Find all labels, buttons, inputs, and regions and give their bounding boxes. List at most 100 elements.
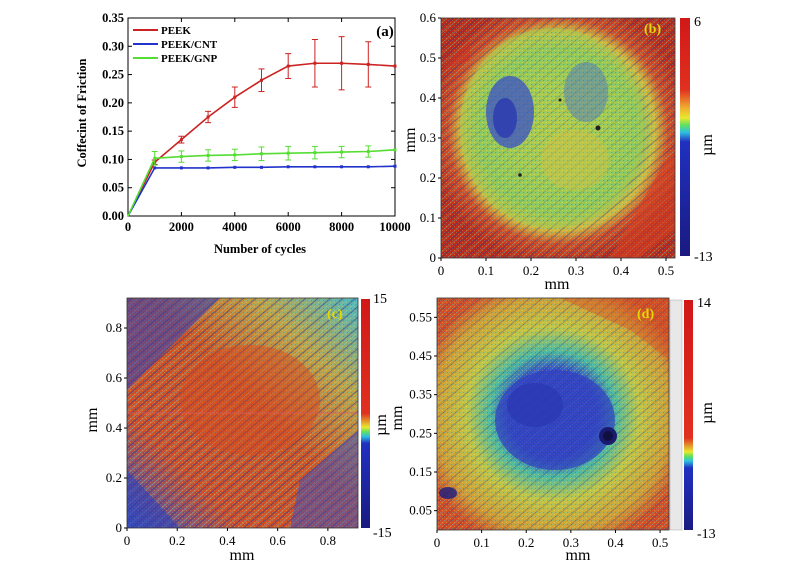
map-y-tick-label: 0.4: [420, 90, 437, 105]
data-point: [393, 164, 397, 168]
map-y-tick-label: 0: [430, 250, 437, 265]
panel-label-a: (a): [376, 24, 394, 40]
panel-label-d: (d): [637, 307, 654, 322]
data-point: [313, 151, 317, 155]
data-point: [179, 155, 183, 159]
x-tick-label: 4000: [222, 220, 247, 234]
surface-map-peek-gnp-ticks: 0 0.1 0.2 0.3 0.4 0.5 0.05 0.15 0.25 0.35 0.45 0.55: [409, 309, 668, 550]
friction-chart: 0 2000 4000 6000 8000 10000 0.00 0.05 0.10 0.15 0.…: [75, 11, 411, 256]
data-point: [153, 156, 157, 160]
panel-label-b: (b): [644, 22, 661, 37]
colorbar-d-label: µm: [699, 402, 716, 424]
y-tick-label: 0.30: [102, 39, 124, 53]
data-point: [393, 64, 397, 68]
legend-entry: PEEK/CNT: [161, 39, 218, 51]
map-x-tick-label: 0.1: [478, 263, 494, 278]
surface-map-peek-gnp-ylabel: mm: [389, 405, 406, 430]
colorbar-d: [684, 300, 693, 530]
surface-map-peek-gnp: 14 -13 µm (d) 0 0.1 0.2 0.3 0.4 0.5 0.05 0.15 0.…: [389, 296, 716, 564]
map-y-tick-label: 0.8: [106, 320, 122, 335]
x-tick-label: 2000: [169, 220, 194, 234]
friction-chart-legend: PEEK PEEK/CNT PEEK/GNP: [133, 25, 218, 65]
map-y-tick-label: 0.5: [420, 50, 436, 65]
data-point: [313, 61, 317, 65]
map-y-tick-label: 0.3: [420, 130, 436, 145]
map-y-tick-label: 0.6: [420, 10, 437, 25]
colorbar-b-min: -13: [694, 250, 713, 265]
colorbar-c: [361, 299, 370, 528]
map-y-tick-label: 0.45: [409, 348, 432, 363]
y-tick-label: 0.15: [102, 124, 124, 138]
colorbar-c-min: -15: [373, 526, 392, 541]
legend-entry: PEEK: [161, 25, 191, 37]
map-y-tick-label: 0.1: [420, 210, 436, 225]
data-point: [366, 165, 370, 169]
data-point: [233, 165, 237, 169]
surface-map-peek: 6 -13 µm (b) 0 0.1 0.2 0.3 0.4 0.500.10.20.30…: [402, 10, 716, 293]
colorbar-b-max: 6: [694, 15, 701, 30]
surface-map-peek-cnt-image: [127, 298, 358, 528]
series-line-peek-cnt: [127, 165, 396, 217]
map-x-tick-label: 0.4: [219, 533, 236, 548]
y-tick-label: 0.25: [102, 68, 124, 82]
map-y-tick-label: 0.2: [420, 170, 436, 185]
y-tick-label: 0.35: [102, 11, 124, 25]
x-tick-label: 6000: [276, 220, 301, 234]
map-y-tick-label: 0.15: [409, 464, 432, 479]
map-x-tick-label: 0: [434, 535, 441, 550]
map-x-tick-label: 0.2: [523, 263, 539, 278]
friction-chart-ylabel: Coffecint of Friction: [75, 58, 89, 167]
colorbar-c-max: 15: [373, 292, 387, 307]
colorbar-d-max: 14: [697, 296, 711, 311]
colorbar-d-min: -13: [697, 527, 716, 542]
surface-map-peek-xlabel: mm: [545, 276, 570, 293]
data-point: [393, 148, 397, 152]
map-x-tick-label: 0.6: [270, 533, 287, 548]
colorbar-c-label: µm: [373, 414, 390, 436]
data-point: [206, 153, 210, 157]
map-y-tick-label: 0.55: [409, 309, 432, 324]
surface-map-peek-gnp-xlabel: mm: [566, 547, 591, 564]
data-point: [233, 153, 237, 157]
map-y-tick-label: 0.2: [106, 470, 122, 485]
data-point: [340, 61, 344, 65]
map-x-tick-label: 0.5: [652, 535, 668, 550]
surface-map-peek-cnt-ticks: 0 0.2 0.4 0.6 0.8 0 0.2 0.4 0.6 0.8: [106, 320, 336, 548]
x-tick-label: 0: [125, 220, 131, 234]
x-tick-label: 10000: [379, 220, 410, 234]
data-point: [179, 166, 183, 170]
friction-chart-frame: [127, 17, 396, 217]
surface-map-peek-ticks: 0 0.1 0.2 0.3 0.4 0.5 0 0.1 0.2 0.3 0.4 0.5 0.6: [420, 10, 674, 278]
map-x-tick-label: 0: [124, 533, 131, 548]
map-x-tick-label: 0.1: [473, 535, 489, 550]
data-point: [206, 115, 210, 119]
panel-label-c: (c): [327, 307, 343, 322]
map-x-tick-label: 0: [438, 263, 445, 278]
map-y-tick-label: 0: [116, 520, 123, 535]
map-x-tick-label: 0.3: [563, 535, 579, 550]
map-x-tick-label: 0.4: [607, 535, 624, 550]
scroll-strip-d: [669, 299, 683, 531]
colorbar-b: [680, 18, 690, 256]
legend-entry: PEEK/GNP: [161, 53, 218, 65]
data-point: [206, 166, 210, 170]
friction-chart-xlabel: Number of cycles: [214, 242, 306, 256]
data-point: [260, 152, 263, 156]
colorbar-b-label: µm: [699, 134, 716, 156]
surface-map-peek-image: [441, 18, 675, 258]
data-point: [313, 165, 317, 169]
map-y-tick-label: 0.4: [106, 420, 123, 435]
data-point: [286, 165, 290, 169]
data-point: [340, 165, 344, 169]
data-point: [260, 165, 263, 169]
surface-map-peek-ylabel: mm: [402, 127, 419, 152]
x-tick-label: 8000: [329, 220, 354, 234]
data-point: [286, 151, 290, 155]
map-x-tick-label: 0.4: [613, 263, 630, 278]
surface-map-peek-cnt-xlabel: mm: [230, 547, 255, 564]
y-tick-label: 0.00: [102, 209, 124, 223]
y-tick-label: 0.20: [102, 96, 124, 110]
map-y-tick-label: 0.6: [106, 370, 123, 385]
data-point: [366, 150, 370, 154]
